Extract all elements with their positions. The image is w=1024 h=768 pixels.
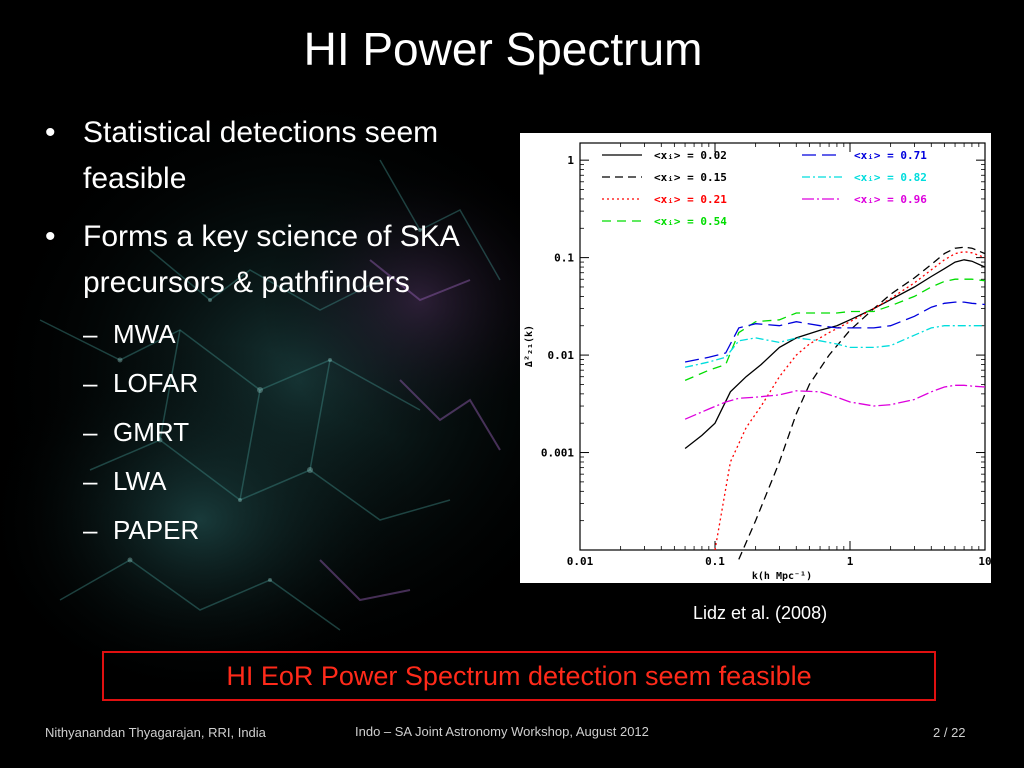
footer-event: Indo – SA Joint Astronomy Workshop, Augu…: [355, 724, 649, 739]
telescope-item-mwa: – MWA: [83, 310, 495, 359]
series-line: [684, 278, 986, 381]
dash-symbol: –: [83, 417, 98, 447]
legend-label: <xᵢ> = 0.96: [854, 193, 927, 206]
footer-author: Nithyanandan Thyagarajan, RRI, India: [45, 725, 266, 740]
telescope-item-lwa: – LWA: [83, 457, 495, 506]
legend-label: <xᵢ> = 0.15: [654, 171, 727, 184]
telescope-item-lofar: – LOFAR: [83, 359, 495, 408]
dash-symbol: –: [83, 466, 98, 496]
dash-symbol: –: [83, 319, 98, 349]
legend-label: <xᵢ> = 0.21: [654, 193, 727, 206]
subitem-text: GMRT: [113, 417, 190, 447]
x-tick-label: 0.1: [705, 555, 725, 568]
subitem-text: PAPER: [113, 515, 200, 545]
series-line: [684, 301, 986, 363]
bullet-text: Forms a key science of SKA precursors & …: [83, 220, 459, 299]
y-tick-label: 1: [567, 154, 574, 167]
power-spectrum-chart: 0.01 0.1 1 10 1 0.1 0.01 0.001 <xᵢ> = 0.02 <xᵢ> …: [520, 133, 991, 583]
telescope-list: – MWA – LOFAR – GMRT – LWA – PAPER: [45, 310, 495, 555]
dash-symbol: –: [83, 368, 98, 398]
x-tick-label: 10: [978, 555, 991, 568]
legend-label: <xᵢ> = 0.02: [654, 149, 727, 162]
y-tick-label: 0.001: [541, 447, 574, 460]
series-line: [684, 259, 986, 450]
y-tick-label: 0.01: [548, 349, 575, 362]
slide-title: HI Power Spectrum: [303, 23, 703, 75]
x-tick-label: 1: [847, 555, 854, 568]
y-axis-label: Δ²₂₁(k): [524, 325, 535, 367]
dash-symbol: –: [83, 515, 98, 545]
legend-label: <xᵢ> = 0.82: [854, 171, 927, 184]
y-tick-label: 0.1: [554, 252, 574, 265]
x-axis-label: k(h Mpc⁻¹): [752, 571, 812, 582]
key-message-box: HI EoR Power Spectrum detection seem fea…: [102, 651, 936, 701]
telescope-item-paper: – PAPER: [83, 506, 495, 555]
telescope-item-gmrt: – GMRT: [83, 408, 495, 457]
subitem-text: LWA: [113, 466, 167, 496]
bullet-item: • Forms a key science of SKA precursors …: [45, 214, 495, 306]
axis-ticks: 0.01 0.1 1 10 1 0.1 0.01 0.001: [541, 143, 991, 568]
citation: Lidz et al. (2008): [693, 603, 828, 623]
series-line: [684, 384, 986, 420]
bullet-list: • Statistical detections seem feasible •…: [45, 110, 495, 555]
bullet-text: Statistical detections seem feasible: [83, 116, 439, 195]
series-line: [714, 251, 986, 551]
chart-legend: <xᵢ> = 0.02 <xᵢ> = 0.15 <xᵢ> = 0.21 <xᵢ> = …: [602, 149, 927, 228]
series-line: [684, 325, 985, 368]
bullet-item: • Statistical detections seem feasible: [45, 110, 495, 202]
plot-frame: [579, 142, 986, 551]
series-line: [738, 246, 986, 560]
subitem-text: LOFAR: [113, 368, 199, 398]
series-lines: [684, 246, 986, 560]
page-number: 2 / 22: [933, 725, 966, 740]
legend-label: <xᵢ> = 0.71: [854, 149, 927, 162]
x-tick-label: 0.01: [567, 555, 594, 568]
bullet-symbol: •: [45, 220, 56, 253]
bullet-symbol: •: [45, 116, 56, 149]
subitem-text: MWA: [113, 319, 176, 349]
legend-label: <xᵢ> = 0.54: [654, 215, 727, 228]
